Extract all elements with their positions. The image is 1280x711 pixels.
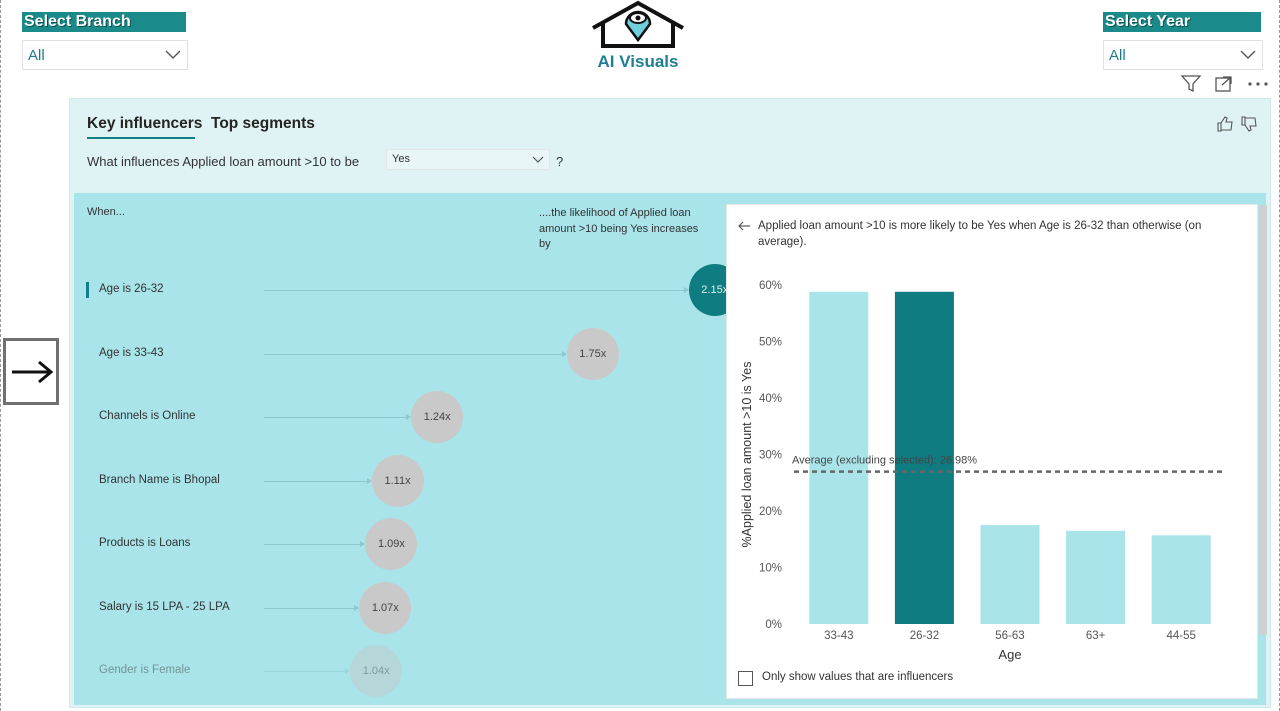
influencer-arrow	[683, 287, 689, 293]
x-tick-label: 44-55	[1166, 630, 1195, 642]
branch-dropdown[interactable]: All	[22, 40, 188, 70]
target-value-dropdown[interactable]: Yes	[386, 149, 550, 170]
year-dropdown[interactable]: All	[1103, 40, 1263, 70]
likelihood-column-header: ....the likelihood of Applied loan amoun…	[539, 207, 699, 250]
influencer-bubble[interactable]: 1.11x	[371, 454, 424, 507]
influencer-arrow	[561, 350, 567, 357]
influencers-panel: When... ....the likelihood of Applied lo…	[74, 193, 1267, 705]
influencer-label: Gender is Female	[99, 664, 191, 676]
influencer-bubble[interactable]: 1.07x	[359, 581, 412, 634]
branch-dropdown-value: All	[28, 47, 45, 64]
ai-visuals-logo	[588, 0, 688, 75]
bar-56-63	[980, 525, 1040, 624]
influencer-line	[264, 290, 685, 291]
chevron-down-icon[interactable]	[531, 153, 545, 171]
x-tick-label: 33-43	[824, 630, 853, 642]
feedback-icons	[1216, 115, 1260, 138]
tab-key-influencers[interactable]: Key influencers	[87, 115, 203, 132]
arrow-right-icon	[12, 360, 54, 384]
branch-slicer: Select Branch All	[22, 12, 188, 72]
age-bar-chart: 0% 10% 20% 30% 40% 50% 60% %Applied loan amount…	[740, 280, 1222, 662]
x-tick-label: 63+	[1086, 630, 1106, 642]
influencer-row[interactable]: Channels is Online 1.24x	[74, 391, 724, 443]
scrollbar[interactable]	[1259, 205, 1267, 635]
influencer-arrow	[366, 477, 372, 484]
influencer-bubble[interactable]: 1.09x	[365, 518, 418, 570]
back-arrow-icon[interactable]	[737, 219, 751, 237]
influencer-row[interactable]: Salary is 15 LPA - 25 LPA 1.07x	[74, 581, 724, 634]
branch-slicer-title: Select Branch	[22, 12, 186, 32]
y-axis-label: %Applied loan amount >10 is Yes	[740, 362, 754, 548]
influencer-bubble[interactable]: 1.75x	[566, 327, 619, 380]
influencer-row[interactable]: Products is Loans 1.09x	[74, 518, 724, 570]
influencer-row[interactable]: Age is 33-43 1.75x	[74, 327, 724, 380]
y-tick-label: 20%	[759, 506, 782, 518]
bar-44-55	[1151, 535, 1211, 624]
influencer-line	[264, 353, 563, 355]
y-tick-label: 40%	[759, 393, 782, 405]
influencer-line	[264, 544, 362, 545]
influencer-description: Applied loan amount >10 is more likely t…	[758, 220, 1202, 248]
influencer-line	[264, 671, 347, 672]
influencer-label: Channels is Online	[99, 410, 196, 422]
influencer-label: Salary is 15 LPA - 25 LPA	[99, 600, 230, 613]
focus-mode-icon[interactable]	[1215, 76, 1232, 92]
influencer-arrow	[345, 668, 351, 674]
influencer-bubble[interactable]: 1.24x	[411, 391, 464, 443]
y-tick-label: 0%	[765, 619, 782, 631]
influencer-line	[264, 480, 368, 482]
average-label: Average (excluding selected): 26.98%	[792, 455, 977, 467]
x-axis-label: Age	[998, 647, 1021, 662]
question-suffix: ?	[556, 154, 564, 169]
x-tick-label: 26-32	[910, 630, 939, 642]
selected-indicator	[86, 282, 89, 298]
chevron-down-icon[interactable]	[1239, 47, 1257, 66]
target-value: Yes	[392, 153, 410, 165]
only-influencers-checkbox[interactable]	[738, 671, 753, 686]
year-slicer-title: Select Year	[1103, 12, 1261, 32]
y-tick-label: 30%	[759, 450, 782, 462]
influencer-label: Products is Loans	[99, 537, 191, 549]
influencer-arrow	[360, 541, 366, 547]
key-influencers-visual: Key influencers Top segments What influe…	[69, 98, 1271, 708]
influencer-label: Age is 33-43	[99, 346, 164, 359]
tab-top-segments[interactable]: Top segments	[211, 115, 315, 132]
influencer-bubble[interactable]: 1.04x	[350, 645, 403, 697]
influencer-row[interactable]: Age is 26-32 2.15x	[74, 264, 741, 316]
influencer-arrow	[354, 604, 360, 611]
when-column-header: When...	[87, 206, 125, 218]
logo-text: AI Visuals	[597, 52, 679, 71]
x-tick-label: 56-63	[995, 630, 1024, 642]
chevron-down-icon[interactable]	[164, 47, 182, 66]
only-influencers-label: Only show values that are influencers	[762, 671, 954, 683]
year-dropdown-value: All	[1109, 47, 1126, 64]
bar-33-43	[809, 291, 869, 624]
influencer-detail-card: Applied loan amount >10 is more likely t…	[726, 204, 1267, 699]
influencer-line	[264, 607, 356, 609]
thumbs-down-icon[interactable]	[1241, 116, 1257, 132]
y-tick-label: 60%	[759, 280, 782, 292]
active-tab-indicator	[87, 137, 195, 139]
influencer-row[interactable]: Gender is Female 1.04x	[74, 645, 724, 697]
more-options-icon[interactable]	[1248, 82, 1268, 86]
filter-icon[interactable]	[1180, 75, 1202, 93]
influencer-label: Age is 26-32	[99, 283, 164, 295]
thumbs-up-icon[interactable]	[1217, 116, 1233, 132]
visual-header-icons	[1180, 74, 1276, 99]
next-page-button[interactable]	[3, 338, 59, 405]
influencer-label: Branch Name is Bhopal	[99, 473, 220, 486]
influencer-line	[264, 417, 408, 418]
question-prefix: What influences Applied loan amount >10 …	[87, 154, 360, 169]
y-tick-label: 50%	[759, 337, 782, 349]
bar-63plus	[1066, 530, 1126, 624]
year-slicer: Select Year All	[1103, 12, 1263, 72]
y-tick-label: 10%	[759, 563, 782, 575]
bar-26-32	[894, 291, 954, 624]
influencer-row[interactable]: Branch Name is Bhopal 1.11x	[74, 454, 724, 507]
influencer-arrow	[406, 414, 412, 420]
